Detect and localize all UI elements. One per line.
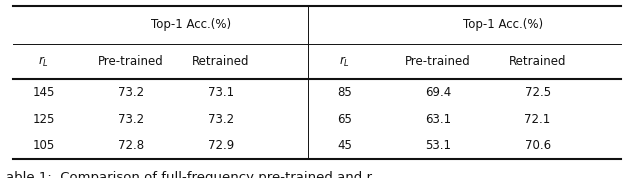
Text: 72.9: 72.9: [207, 139, 234, 152]
Text: 63.1: 63.1: [425, 113, 451, 126]
Text: 73.1: 73.1: [207, 86, 234, 99]
Text: Retrained: Retrained: [509, 55, 566, 68]
Text: able 1:  Comparison of full-frequency pre-trained and r: able 1: Comparison of full-frequency pre…: [6, 171, 372, 178]
Text: 72.5: 72.5: [524, 86, 551, 99]
Text: 105: 105: [32, 139, 55, 152]
Text: 72.8: 72.8: [117, 139, 144, 152]
Text: 65: 65: [337, 113, 353, 126]
Text: $r_L$: $r_L$: [339, 54, 351, 69]
Text: 73.2: 73.2: [117, 113, 144, 126]
Text: 73.2: 73.2: [117, 86, 144, 99]
Text: Pre-trained: Pre-trained: [405, 55, 471, 68]
Text: 125: 125: [32, 113, 55, 126]
Text: Pre-trained: Pre-trained: [98, 55, 164, 68]
Text: 73.2: 73.2: [207, 113, 234, 126]
Text: 145: 145: [32, 86, 55, 99]
Text: Retrained: Retrained: [192, 55, 249, 68]
Text: Top-1 Acc.(%): Top-1 Acc.(%): [151, 18, 231, 31]
Text: 85: 85: [337, 86, 353, 99]
Text: 72.1: 72.1: [524, 113, 551, 126]
Text: 70.6: 70.6: [524, 139, 551, 152]
Text: $r_L$: $r_L$: [38, 54, 49, 69]
Text: 45: 45: [337, 139, 353, 152]
Text: 53.1: 53.1: [425, 139, 451, 152]
Text: 69.4: 69.4: [425, 86, 451, 99]
Text: Top-1 Acc.(%): Top-1 Acc.(%): [463, 18, 543, 31]
